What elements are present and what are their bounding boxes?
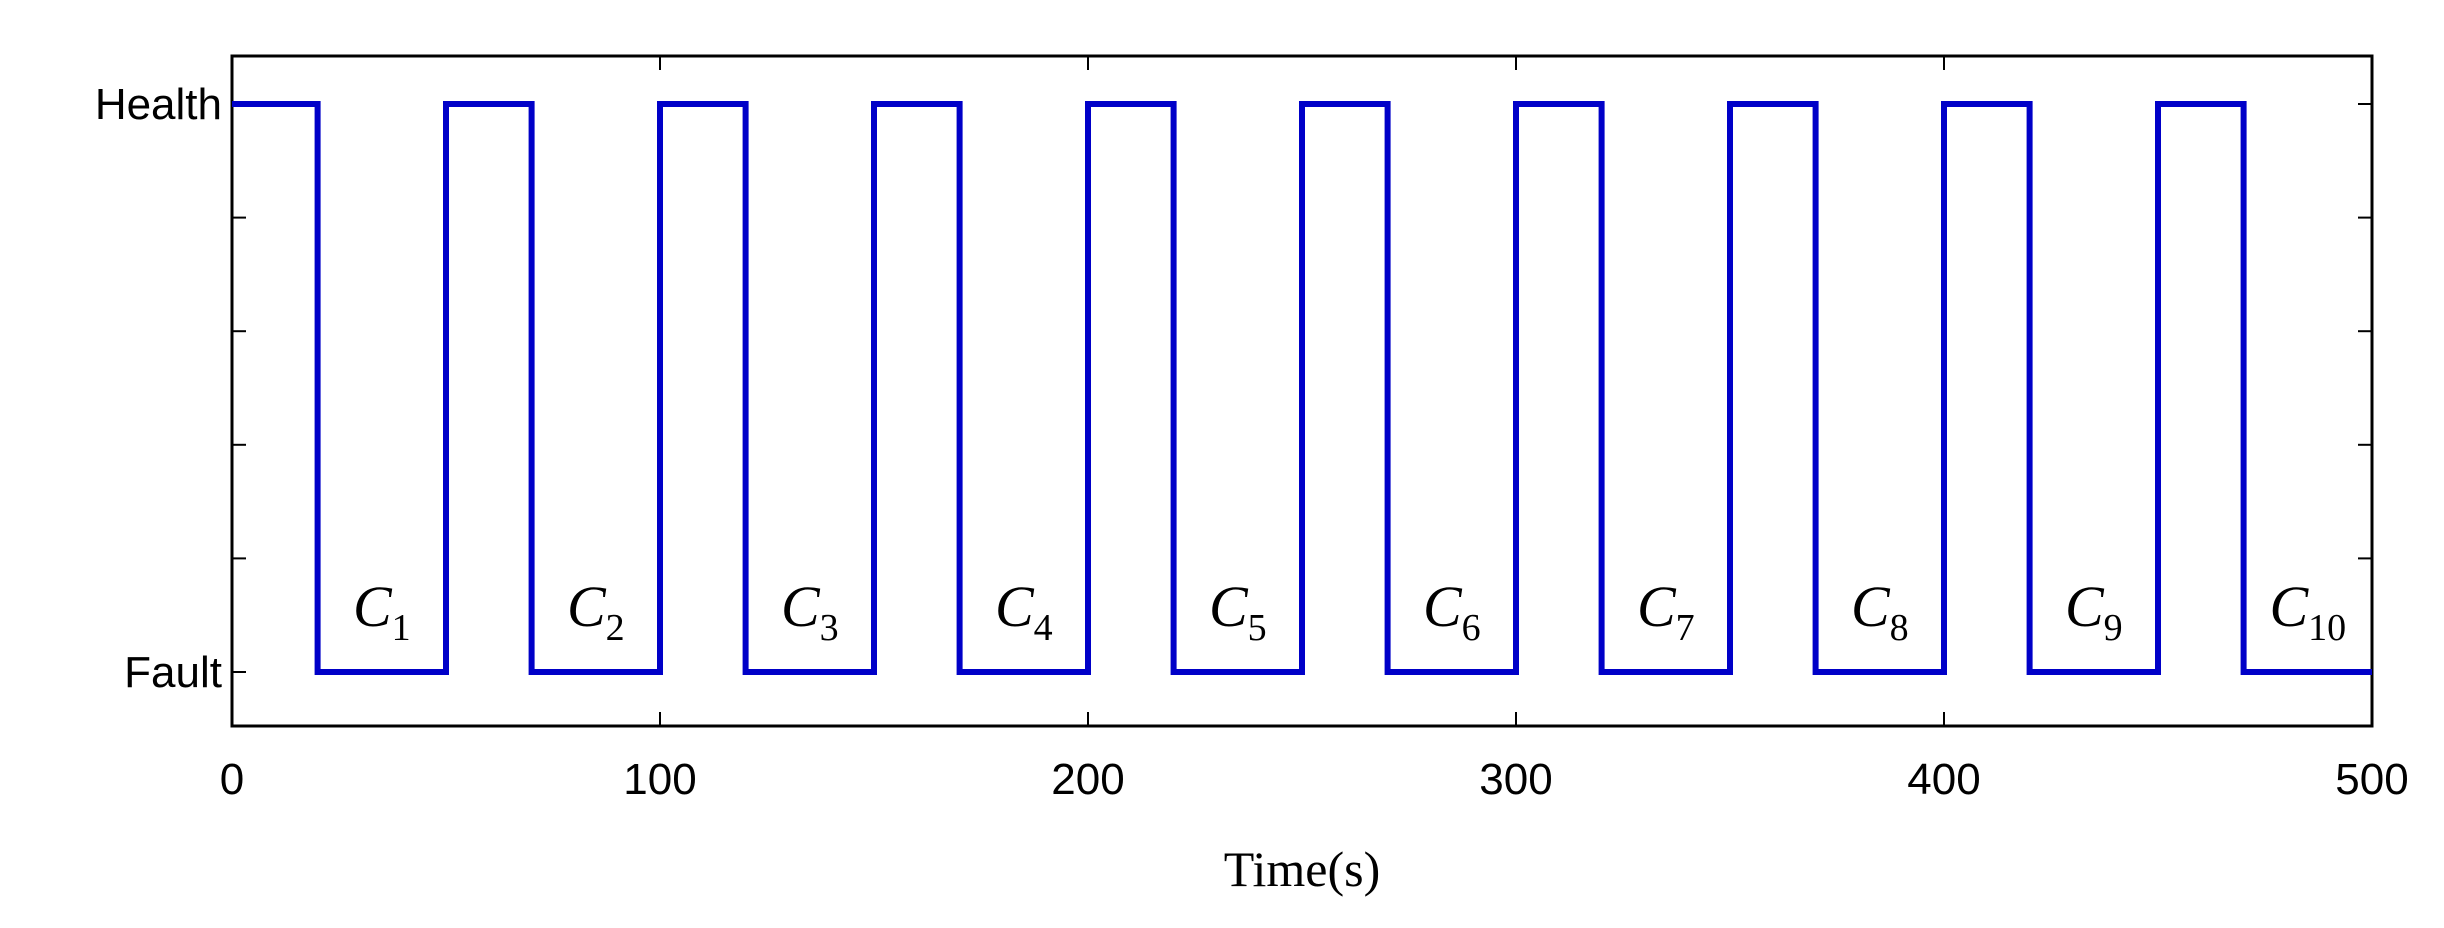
cycle-label: C2 <box>567 574 625 649</box>
cycle-label: C1 <box>353 574 411 649</box>
cycle-label: C4 <box>995 574 1053 649</box>
cycle-label: C6 <box>1423 574 1481 649</box>
y-tick-label: Fault <box>124 648 222 697</box>
x-tick-label: 200 <box>1051 755 1124 804</box>
y-tick-label: Health <box>95 80 222 129</box>
cycle-label: C5 <box>1209 574 1267 649</box>
x-axis-title: Time(s) <box>1224 841 1381 897</box>
x-tick-label: 500 <box>2335 755 2408 804</box>
cycle-label: C8 <box>1851 574 1909 649</box>
x-tick-label: 100 <box>623 755 696 804</box>
axis-tick-labels: 0 100 200 300 400 500 Fault Health <box>95 80 2409 804</box>
series-layer <box>232 101 2372 675</box>
x-tick-label: 300 <box>1479 755 1552 804</box>
state-series-line <box>232 101 2372 675</box>
plot-frame <box>230 54 2374 728</box>
cycle-label: C9 <box>2065 574 2123 649</box>
cycle-label: C10 <box>2269 574 2346 649</box>
cycle-annotations: C1 C2 C3 C4 C5 C6 C7 C8 C9 C10 <box>353 574 2346 649</box>
x-tick-label: 0 <box>220 755 244 804</box>
x-tick-label: 400 <box>1907 755 1980 804</box>
cycle-label: C7 <box>1637 574 1695 649</box>
cycle-label: C3 <box>781 574 839 649</box>
axis-ticks <box>231 56 2373 726</box>
